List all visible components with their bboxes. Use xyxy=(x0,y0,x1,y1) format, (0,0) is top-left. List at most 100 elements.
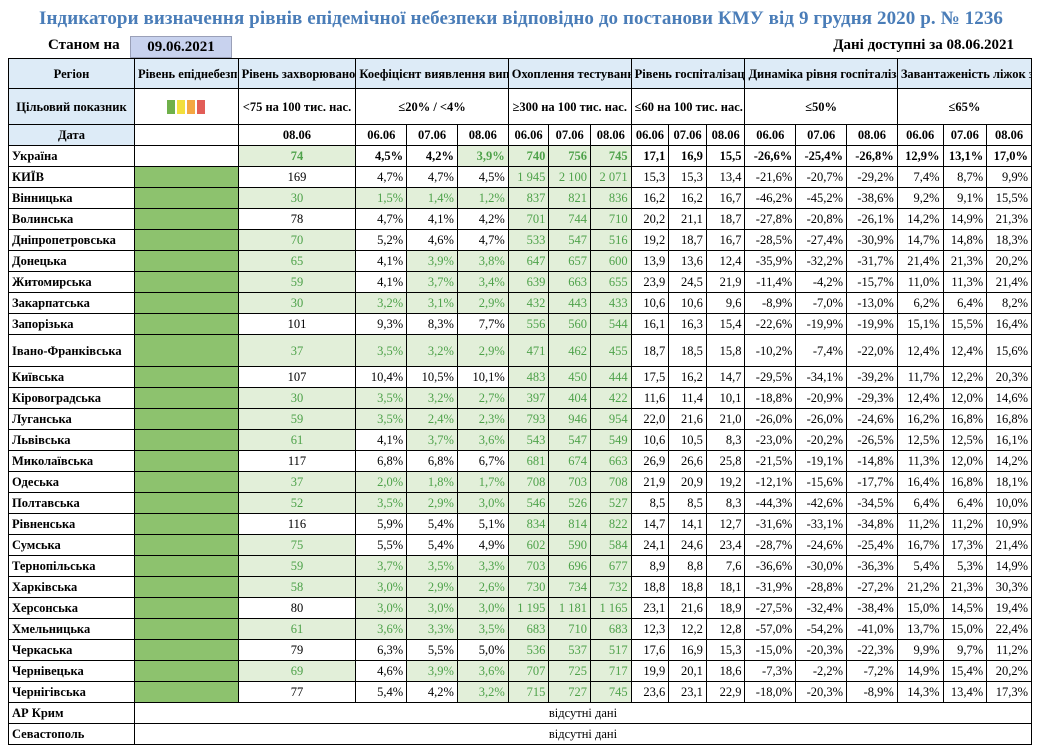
table-row: Черкаська 79 6,3% 5,5% 5,0% 536 537 517 17,6 16,9… xyxy=(8,639,1032,661)
testing-value: 793 xyxy=(507,408,550,430)
region-name: Миколаївська xyxy=(8,450,135,472)
header-incidence: Рівень захворюваності xyxy=(237,58,357,89)
oxygen-beds-value: 12,5% xyxy=(896,429,944,451)
hosp-value: 14,7 xyxy=(705,366,746,388)
hosp-value: 21,0 xyxy=(705,408,746,430)
swatch-red xyxy=(197,100,206,115)
hosp-value: 16,9 xyxy=(668,145,707,167)
testing-value: 602 xyxy=(507,534,550,556)
testing-value: 732 xyxy=(590,576,632,598)
region-name: Тернопільська xyxy=(8,555,135,577)
hosp-dynamics-value: -45,2% xyxy=(795,187,848,209)
oxygen-beds-value: 16,8% xyxy=(986,408,1032,430)
table-row: Сумська 75 5,5% 5,4% 4,9% 602 590 584 24,1 24,6 23… xyxy=(8,534,1032,556)
detection-value: 3,4% xyxy=(456,271,509,293)
oxygen-beds-value: 16,1% xyxy=(986,429,1032,451)
detection-value: 6,8% xyxy=(406,450,458,472)
hosp-dynamics-value: -20,9% xyxy=(795,387,848,409)
testing-value: 703 xyxy=(548,471,592,493)
hosp-value: 22,9 xyxy=(705,681,746,703)
region-name: Запорізька xyxy=(8,313,135,335)
hosp-value: 23,6 xyxy=(630,681,670,703)
hosp-value: 10,6 xyxy=(630,292,670,314)
testing-value: 1 195 xyxy=(507,597,550,619)
level-cell xyxy=(133,229,239,251)
detection-value: 1,7% xyxy=(456,471,509,493)
oxygen-beds-value: 11,2% xyxy=(986,639,1032,661)
hosp-value: 16,1 xyxy=(630,313,670,335)
hosp-dynamics-value: -15,7% xyxy=(846,271,898,293)
oxygen-beds-value: 15,4% xyxy=(942,660,988,682)
hosp-dynamics-value: -38,4% xyxy=(846,597,898,619)
testing-value: 404 xyxy=(548,387,592,409)
detection-value: 3,5% xyxy=(406,555,458,577)
oxygen-beds-value: 10,9% xyxy=(986,513,1032,535)
oxygen-beds-value: 14,3% xyxy=(896,681,944,703)
hosp-value: 23,1 xyxy=(668,681,707,703)
detection-value: 3,0% xyxy=(456,492,509,514)
table-row: Київська 107 10,4% 10,5% 10,1% 483 450 444 17,5 1… xyxy=(8,366,1032,388)
testing-value: 663 xyxy=(548,271,592,293)
testing-value: 560 xyxy=(548,313,592,335)
detection-value: 3,9% xyxy=(406,250,458,272)
hosp-value: 8,5 xyxy=(668,492,707,514)
data-available-date: Дані доступні за 08.06.2021 xyxy=(833,37,1014,53)
testing-value: 727 xyxy=(548,681,592,703)
oxygen-beds-value: 6,4% xyxy=(942,492,988,514)
detection-value: 5,0% xyxy=(456,639,509,661)
hosp-value: 21,9 xyxy=(705,271,746,293)
date-beds-3: 08.06 xyxy=(986,124,1032,146)
detection-value: 3,5% xyxy=(355,492,408,514)
target-incidence: <75 на 100 тис. нас. xyxy=(237,88,357,125)
testing-value: 450 xyxy=(548,366,592,388)
detection-value: 3,7% xyxy=(355,555,408,577)
hosp-dynamics-value: -41,0% xyxy=(846,618,898,640)
target-hosp: ≤60 на 100 тис. нас. xyxy=(630,88,746,125)
missing-data-note: відсутні дані xyxy=(133,702,1033,724)
hosp-dynamics-value: -10,2% xyxy=(744,334,797,367)
table-row: Вінницька 30 1,5% 1,4% 1,2% 837 821 836 16,2 16,2… xyxy=(8,187,1032,209)
hosp-value: 16,7 xyxy=(705,229,746,251)
testing-value: 730 xyxy=(507,576,550,598)
date-hosp-dyn-1: 06.06 xyxy=(744,124,797,146)
oxygen-beds-value: 14,5% xyxy=(942,597,988,619)
hosp-value: 17,6 xyxy=(630,639,670,661)
table-row: Житомирська 59 4,1% 3,7% 3,4% 639 663 655 23,9 24… xyxy=(8,271,1032,293)
hosp-value: 20,1 xyxy=(668,660,707,682)
testing-value: 946 xyxy=(548,408,592,430)
region-name: Дніпропетровська xyxy=(8,229,135,251)
hosp-dynamics-value: -30,0% xyxy=(795,555,848,577)
hosp-value: 18,8 xyxy=(668,576,707,598)
hosp-dynamics-value: -24,6% xyxy=(795,534,848,556)
hosp-dynamics-value: -18,0% xyxy=(744,681,797,703)
region-name: Рівненська xyxy=(8,513,135,535)
incidence-value: 30 xyxy=(237,292,357,314)
hosp-dynamics-value: -19,9% xyxy=(846,313,898,335)
testing-value: 954 xyxy=(590,408,632,430)
hosp-value: 7,6 xyxy=(705,555,746,577)
hosp-value: 9,6 xyxy=(705,292,746,314)
level-swatches xyxy=(133,88,239,125)
hosp-value: 19,2 xyxy=(630,229,670,251)
oxygen-beds-value: 16,2% xyxy=(896,408,944,430)
hosp-dynamics-value: -15,0% xyxy=(744,639,797,661)
hosp-dynamics-value: -26,8% xyxy=(846,145,898,167)
oxygen-beds-value: 17,3% xyxy=(986,681,1032,703)
testing-value: 756 xyxy=(548,145,592,167)
region-name: Житомирська xyxy=(8,271,135,293)
detection-value: 4,2% xyxy=(406,681,458,703)
hosp-dynamics-value: -25,4% xyxy=(846,534,898,556)
oxygen-beds-value: 15,1% xyxy=(896,313,944,335)
detection-value: 5,5% xyxy=(406,639,458,661)
table-row: Одеська 37 2,0% 1,8% 1,7% 708 703 708 21,9 20,9 19… xyxy=(8,471,1032,493)
detection-value: 4,1% xyxy=(355,250,408,272)
hosp-value: 23,1 xyxy=(630,597,670,619)
testing-value: 744 xyxy=(548,208,592,230)
oxygen-beds-value: 12,4% xyxy=(896,387,944,409)
hosp-dynamics-value: -7,4% xyxy=(795,334,848,367)
hosp-dynamics-value: -35,9% xyxy=(744,250,797,272)
detection-value: 3,5% xyxy=(456,618,509,640)
hosp-dynamics-value: -44,3% xyxy=(744,492,797,514)
region-name: Кіровоградська xyxy=(8,387,135,409)
date-label: Дата xyxy=(8,124,135,146)
